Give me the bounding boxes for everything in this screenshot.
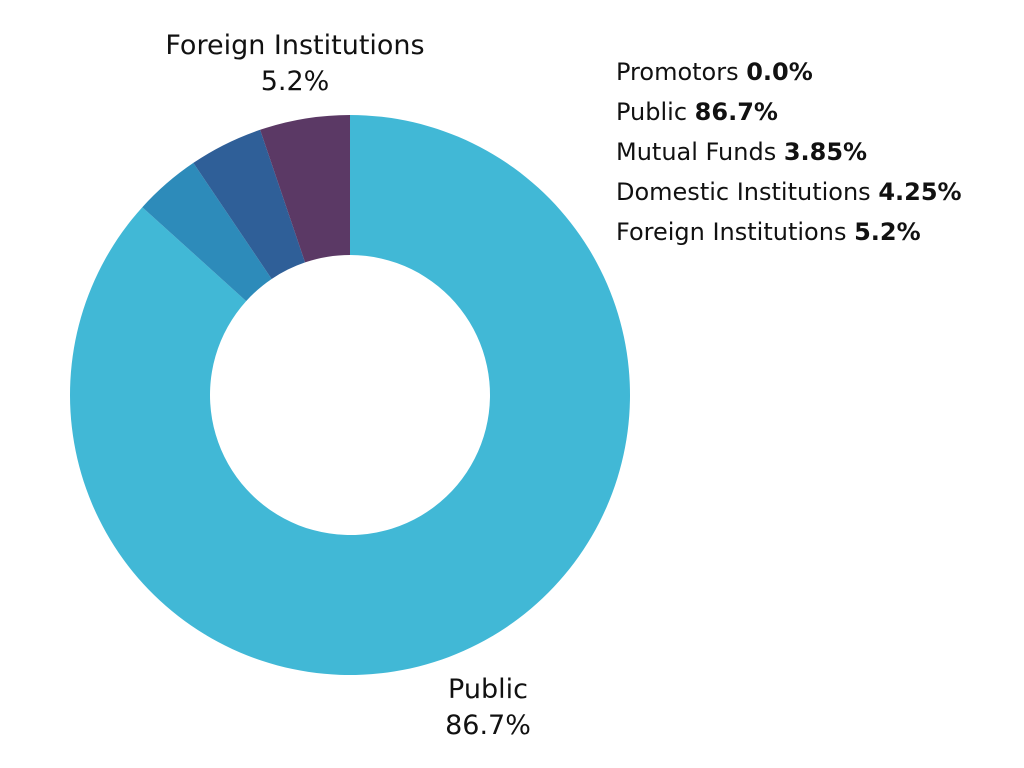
legend-value: 4.25%: [878, 178, 962, 206]
slice-foreign-institutions: [260, 115, 350, 263]
legend-value: 5.2%: [854, 218, 921, 246]
legend-label: Domestic Institutions: [616, 178, 871, 206]
legend-label: Public: [616, 98, 688, 126]
legend-item-foreign-institutions: Foreign Institutions 5.2%: [616, 212, 962, 252]
legend-value: 0.0%: [746, 58, 813, 86]
public-slice-label: Public 86.7%: [408, 672, 568, 744]
legend-value: 3.85%: [783, 138, 868, 166]
legend-label: Foreign Institutions: [616, 218, 847, 246]
legend-item-public: Public 86.7%: [616, 92, 962, 132]
slice-mutual-funds: [142, 162, 272, 302]
legend-item-mutual-funds: Mutual Funds 3.85%: [616, 132, 962, 172]
legend-label: Promotors: [616, 58, 747, 86]
slice-public: [69, 115, 631, 676]
legend-value: 86.7%: [694, 98, 778, 126]
legend-item-domestic-institutions: Domestic Institutions 4.25%: [616, 172, 962, 212]
legend: Promotors 0.0% Public 86.7% Mutual Funds…: [616, 52, 962, 252]
legend-item-promotors: Promotors 0.0%: [616, 52, 962, 92]
foreign-institutions-slice-value: 5.2%: [260, 66, 330, 97]
slice-domestic-institutions: [193, 129, 306, 279]
legend-label: Mutual Funds: [616, 138, 777, 166]
public-slice-value: 86.7%: [445, 710, 531, 741]
foreign-institutions-slice-name: Foreign Institutions: [165, 30, 425, 61]
public-slice-name: Public: [448, 674, 528, 705]
foreign-institutions-slice-label: Foreign Institutions 5.2%: [150, 28, 440, 100]
